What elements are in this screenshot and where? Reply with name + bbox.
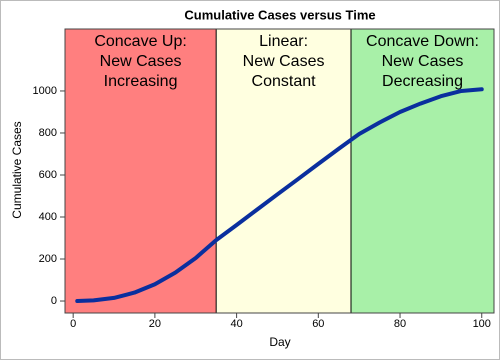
region-label: New Cases: [100, 53, 182, 70]
region-label: Decreasing: [382, 73, 463, 90]
region: [351, 29, 494, 313]
region-label: New Cases: [382, 53, 464, 70]
x-tick-label: 20: [149, 318, 161, 330]
y-tick-label: 1000: [33, 85, 57, 97]
region: [65, 29, 217, 313]
x-tick-label: 80: [394, 318, 406, 330]
chart-title: Cumulative Cases versus Time: [184, 7, 375, 22]
x-tick-label: 100: [473, 318, 491, 330]
line: [75, 87, 484, 304]
region-label: New Cases: [243, 53, 325, 70]
region-label: Constant: [252, 73, 317, 90]
x-tick-label: 0: [70, 318, 76, 330]
x-tick-label: 40: [230, 318, 242, 330]
y-tick-label: 400: [39, 211, 57, 223]
y-tick-label: 600: [39, 169, 57, 181]
plot-border: [64, 28, 495, 314]
y-tick-label: 800: [39, 127, 57, 139]
region-label: Concave Down:: [366, 33, 479, 50]
region: [216, 29, 351, 313]
y-tick-label: 200: [39, 253, 57, 265]
y-tick-label: 0: [51, 295, 57, 307]
region-label: Concave Up:: [94, 33, 187, 50]
x-tick-label: 60: [312, 318, 324, 330]
x-axis-label: Day: [269, 335, 290, 349]
region-label: Linear:: [259, 33, 308, 50]
region-label: Increasing: [104, 73, 178, 90]
y-axis-label: Cumulative Cases: [10, 121, 24, 218]
